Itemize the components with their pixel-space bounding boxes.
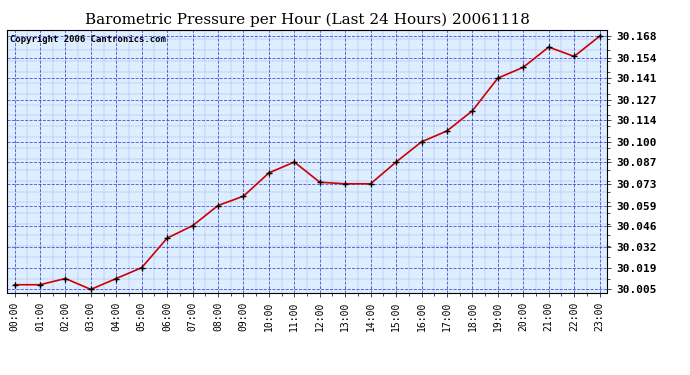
Title: Barometric Pressure per Hour (Last 24 Hours) 20061118: Barometric Pressure per Hour (Last 24 Ho… [85,13,529,27]
Text: Copyright 2006 Cantronics.com: Copyright 2006 Cantronics.com [10,35,166,44]
